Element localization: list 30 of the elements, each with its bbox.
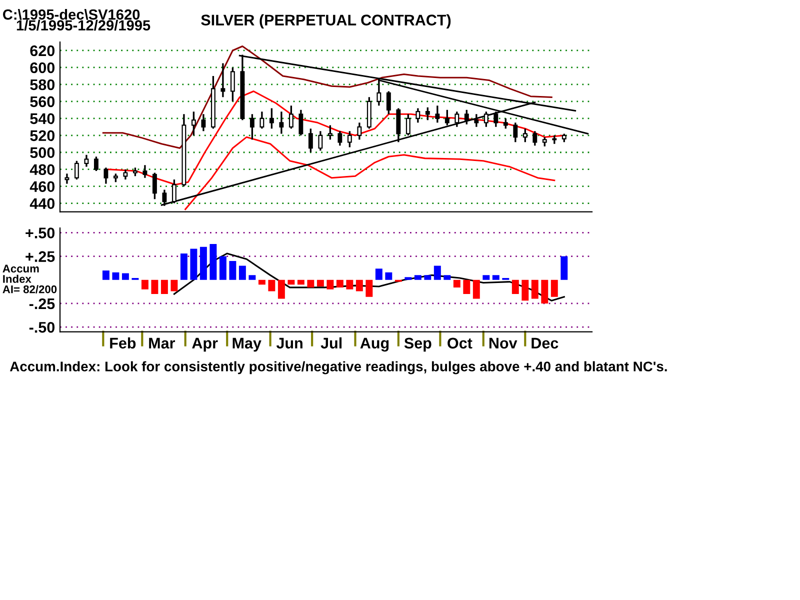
y-tick-label: 580 bbox=[30, 79, 55, 90]
y-tick-label: -.50 bbox=[29, 322, 55, 333]
y-tick-label: 540 bbox=[30, 113, 55, 124]
text: C:\1995-dec\SV1620 bbox=[3, 8, 140, 20]
x-tick-label: May bbox=[232, 338, 262, 352]
y-tick-label: -.25 bbox=[29, 298, 55, 310]
x-tick-label: Dec bbox=[532, 338, 558, 349]
y-tick-label: 460 bbox=[30, 181, 55, 192]
chart-title: SILVER (PERPETUAL CONTRACT) bbox=[201, 14, 451, 29]
y-tick-label: 500 bbox=[30, 147, 55, 158]
x-tick-label: Apr bbox=[192, 338, 218, 352]
text: Accum.Index: Look for consistently positive/negative readings, bulges above +.40 and blatant NC's. bbox=[10, 361, 667, 374]
y-tick-label: 520 bbox=[30, 130, 55, 142]
y-tick-label: 480 bbox=[30, 164, 55, 176]
y-tick-label: +.50 bbox=[26, 228, 55, 238]
x-tick-label: Jul bbox=[320, 337, 342, 349]
y-tick-label: 440 bbox=[30, 198, 55, 209]
x-tick-label: Mar bbox=[149, 338, 176, 349]
x-tick-label: Nov bbox=[489, 338, 518, 349]
x-tick-label: Sep bbox=[404, 338, 432, 352]
y-tick-label: 620 bbox=[30, 45, 55, 56]
y-tick-label: 600 bbox=[30, 62, 55, 74]
y-tick-label: +.25 bbox=[26, 251, 55, 262]
text: 1/5/1995-12/29/1995 bbox=[16, 20, 150, 31]
x-tick-label: Feb bbox=[110, 337, 136, 349]
y-axis-title: Accum Index AI= 82/200 bbox=[2, 264, 57, 294]
y-tick-label: 560 bbox=[30, 96, 55, 108]
x-tick-label: Aug bbox=[360, 338, 389, 352]
x-tick-label: Oct bbox=[448, 338, 472, 349]
x-tick-label: Jun bbox=[276, 338, 302, 349]
